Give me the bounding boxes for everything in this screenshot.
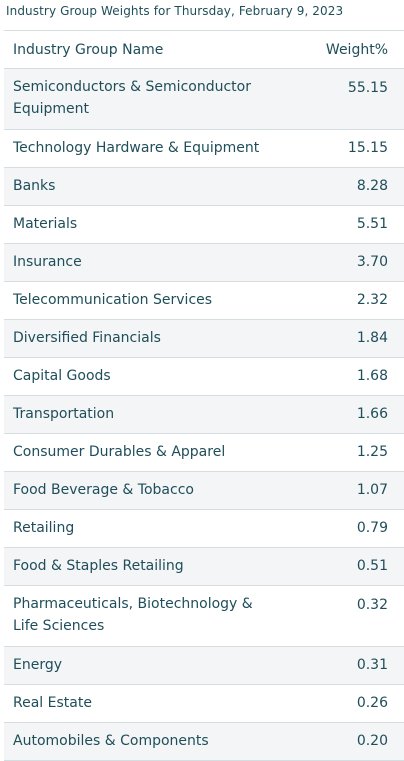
industry-group-name: Food & Staples Retailing <box>13 558 184 574</box>
industry-group-name: Pharmaceuticals, Biotechnology & Life Sc… <box>13 596 253 634</box>
industry-group-name: Automobiles & Components <box>13 733 209 749</box>
industry-group-weight: 3.70 <box>356 254 388 270</box>
industry-group-weight: 1.68 <box>356 368 388 384</box>
industry-group-name: Materials <box>13 216 78 232</box>
industry-group-weight: 8.28 <box>356 178 388 194</box>
industry-group-weight: 1.84 <box>356 330 388 346</box>
industry-group-name: Banks <box>13 178 56 194</box>
industry-group-weight: 0.20 <box>356 733 388 749</box>
table-row: Food Beverage & Tobacco 1.07 <box>4 472 404 510</box>
table-row: Technology Hardware & Equipment 15.15 <box>4 130 404 168</box>
industry-group-name: Capital Goods <box>13 368 111 384</box>
industry-group-name: Retailing <box>13 520 75 536</box>
industry-group-weight: 1.07 <box>356 482 388 498</box>
table-row: Consumer Durables & Apparel 1.25 <box>4 434 404 472</box>
industry-group-weight: 0.51 <box>356 558 388 574</box>
industry-group-name: Consumer Durables & Apparel <box>13 444 226 460</box>
industry-group-name: Telecommunication Services <box>13 292 213 308</box>
table-row: Energy 0.31 <box>4 647 404 685</box>
column-header-weight: Weight% <box>325 42 388 58</box>
industry-group-weight: 0.79 <box>356 520 388 536</box>
table-row: Banks 8.28 <box>4 168 404 206</box>
table-header-row: Industry Group Name Weight% <box>4 31 404 69</box>
table-row: Transportation 1.66 <box>4 396 404 434</box>
table-row: Real Estate 0.26 <box>4 685 404 723</box>
industry-group-name: Real Estate <box>13 695 92 711</box>
table-row: Retailing 0.79 <box>4 510 404 548</box>
industry-group-name: Insurance <box>13 254 82 270</box>
table-row: Automobiles & Components 0.20 <box>4 723 404 761</box>
industry-group-name: Food Beverage & Tobacco <box>13 482 194 498</box>
table-row: Insurance 3.70 <box>4 244 404 282</box>
industry-group-name: Energy <box>13 657 63 673</box>
industry-weights-table: Industry Group Name Weight% Semiconducto… <box>4 30 404 761</box>
industry-group-name: Technology Hardware & Equipment <box>13 140 260 156</box>
column-header-industry-group-name: Industry Group Name <box>13 42 164 58</box>
industry-group-weight: 1.25 <box>356 444 388 460</box>
industry-group-name: Transportation <box>13 406 115 422</box>
table-row: Food & Staples Retailing 0.51 <box>4 548 404 586</box>
industry-group-name: Diversified Financials <box>13 330 161 346</box>
industry-group-weight: 0.32 <box>356 597 388 613</box>
table-row: Semiconductors & Semiconductor Equipment… <box>4 69 404 130</box>
table-caption: Industry Group Weights for Thursday, Feb… <box>6 4 344 18</box>
industry-group-weight: 0.31 <box>356 657 388 673</box>
table-row: Pharmaceuticals, Biotechnology & Life Sc… <box>4 586 404 647</box>
industry-group-weight: 55.15 <box>347 80 388 96</box>
industry-group-weight: 15.15 <box>347 140 388 156</box>
industry-group-weight: 0.26 <box>356 695 388 711</box>
industry-group-weight: 5.51 <box>356 216 388 232</box>
table-row: Materials 5.51 <box>4 206 404 244</box>
industry-group-name: Semiconductors & Semiconductor Equipment <box>13 79 251 117</box>
industry-group-weight: 2.32 <box>356 292 388 308</box>
table-row: Diversified Financials 1.84 <box>4 320 404 358</box>
table-row: Telecommunication Services 2.32 <box>4 282 404 320</box>
industry-group-weight: 1.66 <box>356 406 388 422</box>
table-row: Capital Goods 1.68 <box>4 358 404 396</box>
